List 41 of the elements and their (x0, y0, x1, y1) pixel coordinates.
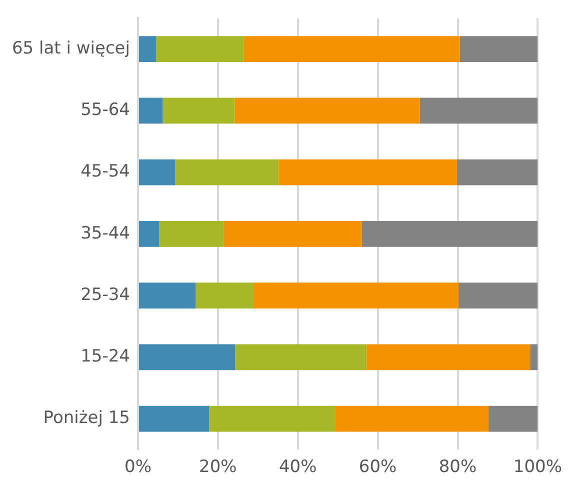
bar (244, 36, 460, 62)
bar (138, 159, 176, 186)
bar (138, 98, 163, 124)
bar (138, 220, 160, 247)
x-tick-label: 80% (438, 457, 477, 478)
bar (159, 220, 224, 247)
x-tick-label: 40% (278, 457, 317, 478)
bar (254, 282, 459, 308)
bar (278, 159, 457, 186)
bar (362, 220, 538, 247)
y-tick-label: 45-54 (80, 162, 130, 182)
x-tick-label: 100% (513, 457, 562, 478)
y-tick-label: 65 lat i więcej (12, 38, 130, 58)
bar (530, 344, 538, 370)
bar (209, 406, 336, 432)
bar (335, 406, 489, 432)
bar (156, 36, 244, 62)
y-tick-label: 15-24 (80, 346, 130, 367)
bar (460, 36, 538, 62)
x-tick-label: 20% (199, 457, 237, 478)
y-tick-label: 55-64 (80, 100, 130, 120)
y-tick-label: 25-34 (80, 284, 130, 305)
bar (234, 98, 420, 124)
bar (175, 159, 278, 186)
bar (162, 98, 235, 124)
bar (138, 282, 196, 308)
x-tick-label: 60% (358, 457, 397, 478)
bar (458, 282, 538, 308)
x-tick-label: 0% (124, 457, 152, 478)
bar (420, 98, 538, 124)
bar (196, 282, 254, 308)
bar (366, 344, 530, 370)
bar (456, 159, 538, 186)
bar (138, 36, 156, 62)
bar (224, 220, 362, 247)
y-tick-label: 35-44 (80, 223, 130, 244)
bar (488, 406, 538, 432)
bar (138, 406, 210, 432)
bar (235, 344, 366, 370)
y-tick-label: Poniżej 15 (43, 408, 130, 428)
bar (138, 344, 236, 370)
